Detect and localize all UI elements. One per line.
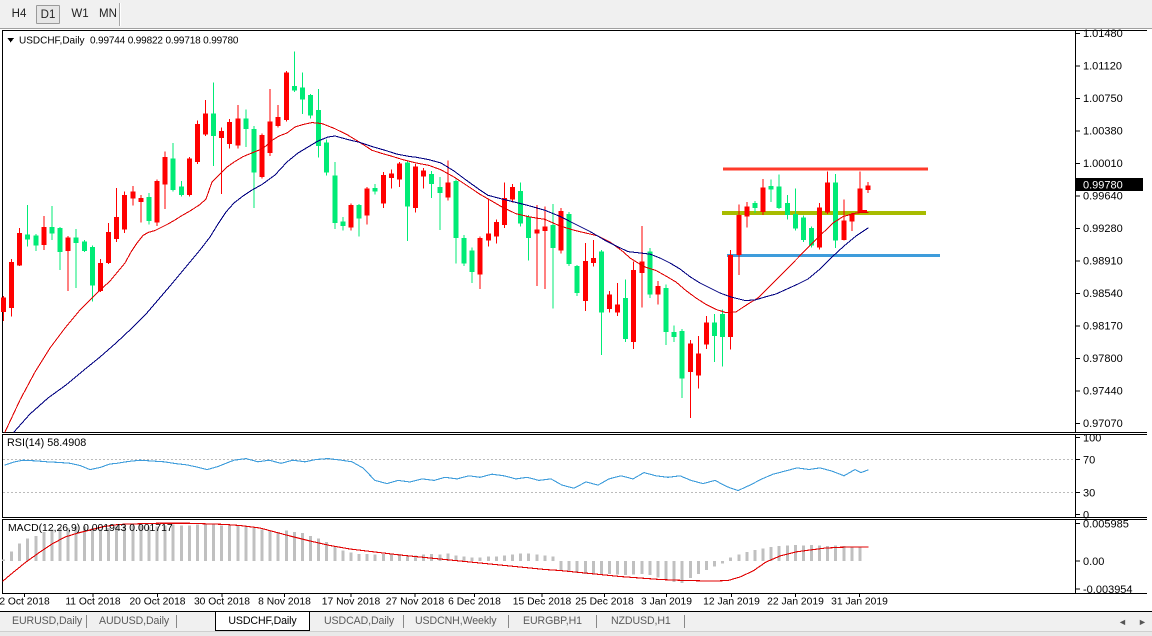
svg-text:0.99780: 0.99780 xyxy=(1083,179,1123,191)
svg-text:0.97440: 0.97440 xyxy=(1083,386,1123,398)
svg-text:0.97070: 0.97070 xyxy=(1083,418,1123,430)
svg-text:MACD(12,26,9) 0.001943 0.00171: MACD(12,26,9) 0.001943 0.001717 xyxy=(8,523,173,534)
svg-text:0.005985: 0.005985 xyxy=(1083,518,1129,530)
svg-text:2 Oct 2018: 2 Oct 2018 xyxy=(0,597,50,608)
svg-text:1.00380: 1.00380 xyxy=(1083,126,1123,138)
svg-text:27 Nov 2018: 27 Nov 2018 xyxy=(386,597,445,608)
svg-text:3 Jan 2019: 3 Jan 2019 xyxy=(641,597,692,608)
svg-text:0.99280: 0.99280 xyxy=(1083,223,1123,235)
svg-text:0.99640: 0.99640 xyxy=(1083,191,1123,203)
svg-text:0.98170: 0.98170 xyxy=(1083,321,1123,333)
svg-text:0: 0 xyxy=(1083,509,1089,521)
svg-text:30 Oct 2018: 30 Oct 2018 xyxy=(194,597,250,608)
svg-text:0.99744 0.99822 0.99718 0.9978: 0.99744 0.99822 0.99718 0.99780 xyxy=(90,36,239,47)
svg-text:1.00010: 1.00010 xyxy=(1083,158,1123,170)
svg-text:6 Dec 2018: 6 Dec 2018 xyxy=(448,597,501,608)
svg-text:0.98910: 0.98910 xyxy=(1083,256,1123,268)
svg-text:1.01480: 1.01480 xyxy=(1083,29,1123,40)
svg-text:31 Jan 2019: 31 Jan 2019 xyxy=(831,597,888,608)
svg-text:0.00: 0.00 xyxy=(1083,556,1104,568)
svg-text:11 Oct 2018: 11 Oct 2018 xyxy=(65,597,121,608)
svg-text:12 Jan 2019: 12 Jan 2019 xyxy=(703,597,760,608)
svg-text:20 Oct 2018: 20 Oct 2018 xyxy=(129,597,185,608)
svg-text:1.01120: 1.01120 xyxy=(1083,61,1122,73)
svg-text:1.00750: 1.00750 xyxy=(1083,93,1123,105)
svg-text:100: 100 xyxy=(1083,432,1101,444)
svg-text:30: 30 xyxy=(1083,487,1095,499)
svg-text:8 Nov 2018: 8 Nov 2018 xyxy=(258,597,311,608)
svg-text:USDCHF,Daily: USDCHF,Daily xyxy=(19,36,85,47)
svg-text:22 Jan 2019: 22 Jan 2019 xyxy=(767,597,824,608)
svg-text:70: 70 xyxy=(1083,454,1095,466)
svg-text:25 Dec 2018: 25 Dec 2018 xyxy=(575,597,634,608)
svg-text:-0.003954: -0.003954 xyxy=(1083,584,1133,596)
svg-text:17 Nov 2018: 17 Nov 2018 xyxy=(322,597,381,608)
svg-text:0.97800: 0.97800 xyxy=(1083,353,1123,365)
svg-text:15 Dec 2018: 15 Dec 2018 xyxy=(513,597,572,608)
svg-text:RSI(14) 58.4908: RSI(14) 58.4908 xyxy=(7,437,86,449)
svg-text:0.98540: 0.98540 xyxy=(1083,288,1123,300)
